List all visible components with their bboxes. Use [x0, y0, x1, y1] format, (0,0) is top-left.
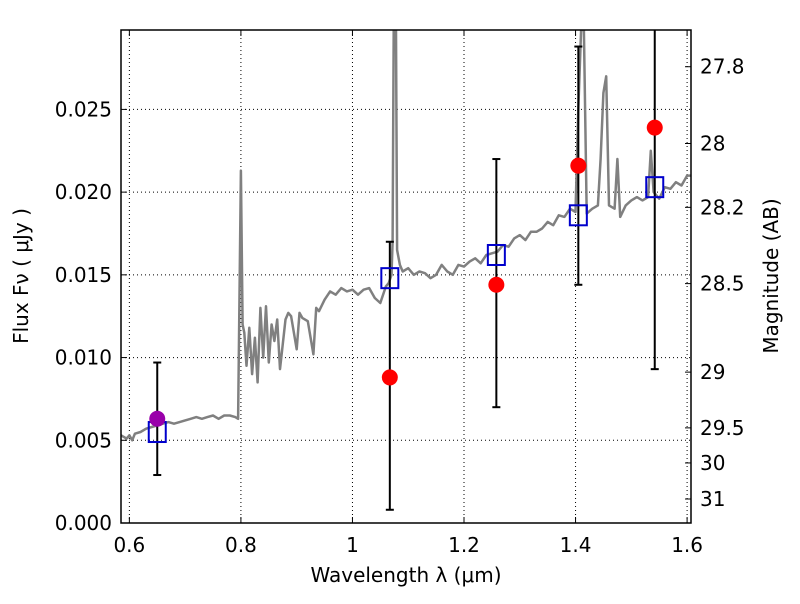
- y2-tick-label: 29.5: [700, 416, 745, 440]
- y2-tick-label: 30: [700, 451, 725, 475]
- y2-tick-label: 28: [700, 131, 725, 155]
- observed-flux-point: [570, 157, 587, 174]
- y2-axis-label: Magnitude (AB): [759, 198, 783, 353]
- y-tick-label: 0.000: [55, 511, 112, 535]
- observed-flux-point: [646, 119, 663, 136]
- markers-layer: [147, 30, 665, 511]
- y-axis-label: Flux Fν ( μJy ): [9, 208, 33, 344]
- x-tick-label: 1: [346, 533, 359, 557]
- x-tick-label: 1.2: [448, 533, 480, 557]
- model-photometry-square: [486, 243, 506, 266]
- model-photometry-square: [380, 267, 400, 290]
- y-tick-label: 0.005: [55, 428, 112, 452]
- x-tick-label: 1.4: [560, 533, 592, 557]
- x-tick-label: 1.6: [671, 533, 703, 557]
- x-axis-label: Wavelength λ (μm): [310, 563, 501, 587]
- y2-tick-label: 28.2: [700, 195, 745, 219]
- x-tick-label: 0.6: [113, 533, 145, 557]
- y-tick-label: 0.020: [55, 180, 112, 204]
- y2-tick-label: 27.8: [700, 55, 745, 79]
- y2-tick-label: 29: [700, 360, 725, 384]
- y-tick-label: 0.025: [55, 97, 112, 121]
- y-tick-label: 0.010: [55, 346, 112, 370]
- model-photometry-square: [645, 176, 665, 199]
- y2-tick-label: 28.5: [700, 272, 745, 296]
- observed-flux-point: [149, 410, 166, 427]
- y2-tick-label: 31: [700, 487, 725, 511]
- observed-flux-point: [381, 369, 398, 386]
- plot-frame: [120, 29, 692, 524]
- observed-flux-point: [488, 276, 505, 293]
- y-tick-label: 0.015: [55, 263, 112, 287]
- plot-area: [121, 30, 691, 523]
- x-tick-label: 0.8: [225, 533, 257, 557]
- axis-ticks: 0.6 0.8 1 1.2 1.4 1.6 0.000 0.005 0.010 0.015 0.02…: [55, 30, 745, 557]
- model-photometry-square: [568, 204, 588, 227]
